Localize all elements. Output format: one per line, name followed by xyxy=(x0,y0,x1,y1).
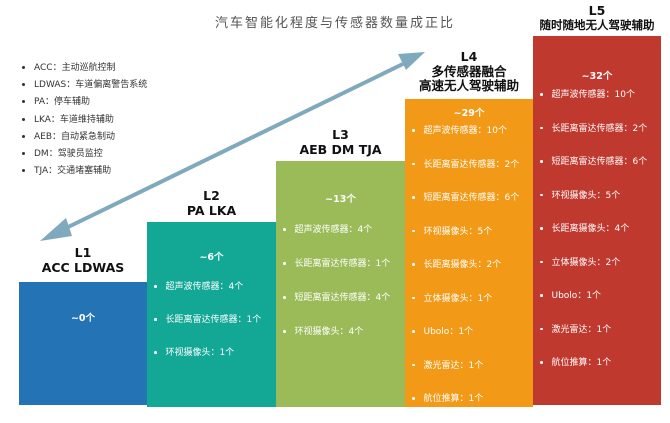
sensor-item: 长距离雷达传感器：2个 xyxy=(533,121,661,155)
level-l4-block: ~29个 超声波传感器：10个 长距离雷达传感器：2个 短距离雷达传感器：6个 … xyxy=(405,99,533,407)
sensor-item: 激光雷达：1个 xyxy=(405,358,533,392)
legend-item: TJA：交通堵塞辅助 xyxy=(22,163,147,180)
bullet-icon xyxy=(283,262,286,265)
bullet-icon xyxy=(22,117,25,121)
bullet-icon xyxy=(283,228,286,231)
bullet-icon xyxy=(540,93,543,96)
level-l4-sensor-list: 超声波传感器：10个 长距离雷达传感器：2个 短距离雷达传感器：6个 环视摄像头… xyxy=(405,123,533,411)
sensor-item: 立体摄像头：1个 xyxy=(405,291,533,325)
sensor-item: 短距离雷达传感器：6个 xyxy=(533,154,661,188)
level-l3-total: ~13个 xyxy=(325,194,356,205)
bullet-icon xyxy=(412,129,415,132)
level-l2-sensor-list: 超声波传感器：4个 长距离雷达传感器：1个 环视摄像头：1个 xyxy=(147,279,276,378)
sensor-item: 环视摄像头：4个 xyxy=(276,324,405,358)
sensor-item: 短距离雷达传感器：6个 xyxy=(405,190,533,224)
bullet-icon xyxy=(22,134,25,138)
sensor-item: Ubolo：1个 xyxy=(533,288,661,322)
bullet-icon xyxy=(22,100,25,104)
bullet-icon xyxy=(540,160,543,163)
bullet-icon xyxy=(540,361,543,364)
bullet-icon xyxy=(154,285,157,288)
bullet-icon xyxy=(412,296,415,300)
bullet-icon xyxy=(540,193,543,197)
sensor-item: 短距离雷达传感器：4个 xyxy=(276,290,405,324)
sensor-item: 超声波传感器：10个 xyxy=(405,123,533,157)
bullet-icon xyxy=(540,260,543,264)
level-l4-header: L4 多传感器融合 高速无人驾驶辅助 xyxy=(418,49,519,93)
level-l2-column: L2 PA LKA ~6个 超声波传感器：4个 长距离雷达传感器：1个 环视摄像… xyxy=(147,188,276,407)
legend-item: PA：停车辅助 xyxy=(22,94,147,111)
level-l1-header: L1 ACC LDWAS xyxy=(41,245,125,275)
sensor-item: 长距离摄像头：2个 xyxy=(405,257,533,291)
level-l3-sensor-list: 超声波传感器：4个 长距离雷达传感器：1个 短距离雷达传感器：4个 环视摄像头：… xyxy=(276,222,405,358)
legend-item: LDWAS：车道偏离警告系统 xyxy=(22,77,147,94)
level-l1-block: ~0个 xyxy=(19,282,147,405)
sensor-item: 环视摄像头：1个 xyxy=(147,345,276,378)
bullet-icon xyxy=(540,227,543,230)
sensor-item: 长距离雷达传感器：1个 xyxy=(276,256,405,290)
diagram-title: 汽车智能化程度与传感器数量成正比 xyxy=(214,16,455,31)
sensor-item: Ubolo：1个 xyxy=(405,324,533,358)
level-l5-header: L5 随时随地无人驾驶辅助 xyxy=(539,3,655,32)
sensor-item: 超声波传感器：4个 xyxy=(276,222,405,256)
level-l2-block: ~6个 超声波传感器：4个 长距离雷达传感器：1个 环视摄像头：1个 xyxy=(147,222,276,407)
sensor-item: 长距离雷达传感器：1个 xyxy=(147,312,276,345)
level-l1-total: ~0个 xyxy=(70,313,96,324)
sensor-item: 超声波传感器：10个 xyxy=(533,87,661,121)
bullet-icon xyxy=(540,294,543,297)
abbreviation-legend: ACC：主动巡航控制 LDWAS：车道偏离警告系统 PA：停车辅助 LKA：车道… xyxy=(22,60,147,180)
bullet-icon xyxy=(154,351,157,354)
sensor-item: 立体摄像头：2个 xyxy=(533,255,661,289)
bullet-icon xyxy=(540,327,543,331)
level-l5-block: ~32个 超声波传感器：10个 长距离雷达传感器：2个 短距离雷达传感器：6个 … xyxy=(533,36,661,405)
sensor-item: 环视摄像头：5个 xyxy=(533,188,661,222)
sensor-item: 航位推算：1个 xyxy=(533,355,661,375)
bullet-icon xyxy=(412,162,415,166)
sensor-item: 环视摄像头：5个 xyxy=(405,224,533,258)
bullet-icon xyxy=(412,263,415,266)
sensor-item: 长距离摄像头：4个 xyxy=(533,221,661,255)
level-l3-column: L3 AEB DM TJA ~13个 超声波传感器：4个 长距离雷达传感器：1个… xyxy=(276,127,405,407)
sensor-item: 超声波传感器：4个 xyxy=(147,279,276,312)
level-l3-header: L3 AEB DM TJA xyxy=(299,127,382,157)
level-l4-column: L4 多传感器融合 高速无人驾驶辅助 ~29个 超声波传感器：10个 长距离雷达… xyxy=(405,49,533,407)
level-l2-total: ~6个 xyxy=(199,252,224,263)
bullet-icon xyxy=(540,126,543,130)
level-l5-total: ~32个 xyxy=(581,71,613,82)
bullet-icon xyxy=(22,169,25,173)
bullet-icon xyxy=(283,296,286,299)
sensor-item: 长距离雷达传感器：2个 xyxy=(405,157,533,191)
bullet-icon xyxy=(283,330,286,333)
bullet-icon xyxy=(22,151,25,155)
sensor-item: 激光雷达：1个 xyxy=(533,322,661,356)
bullet-icon xyxy=(412,397,415,400)
bullet-icon xyxy=(412,363,415,367)
bullet-icon xyxy=(22,83,25,87)
level-l2-header: L2 PA LKA xyxy=(186,188,237,218)
bullet-icon xyxy=(154,318,157,321)
bullet-icon xyxy=(412,196,415,199)
legend-item: AEB：自动紧急制动 xyxy=(22,129,147,146)
bullet-icon xyxy=(412,330,415,333)
bullet-icon xyxy=(22,66,25,69)
level-l3-block: ~13个 超声波传感器：4个 长距离雷达传感器：1个 短距离雷达传感器：4个 环… xyxy=(276,161,405,407)
legend-item: ACC：主动巡航控制 xyxy=(22,60,147,77)
level-l5-column: L5 随时随地无人驾驶辅助 ~32个 超声波传感器：10个 长距离雷达传感器：2… xyxy=(533,3,661,405)
level-l1-column: L1 ACC LDWAS ~0个 xyxy=(19,245,147,405)
bullet-icon xyxy=(412,229,415,233)
level-l4-total: ~29个 xyxy=(453,108,485,119)
level-l5-sensor-list: 超声波传感器：10个 长距离雷达传感器：2个 短距离雷达传感器：6个 环视摄像头… xyxy=(533,87,661,375)
sensor-item: 航位推算：1个 xyxy=(405,391,533,411)
legend-item: DM：驾驶员监控 xyxy=(22,146,147,163)
legend-item: LKA：车道维持辅助 xyxy=(22,112,147,129)
